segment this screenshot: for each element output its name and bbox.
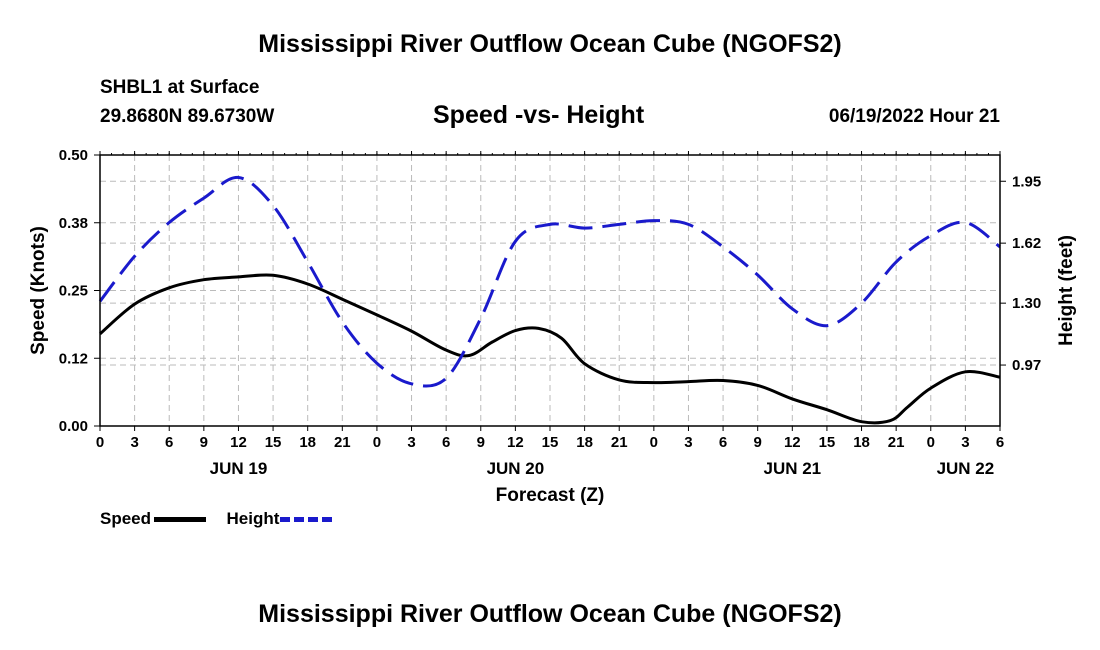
series-line-speed bbox=[99, 273, 1001, 425]
y2-axis-label: Height (feet) bbox=[1056, 235, 1077, 346]
x-tick-label: 12 bbox=[230, 434, 247, 451]
x-tick-label: 3 bbox=[684, 434, 692, 451]
x-tick-label: 3 bbox=[407, 434, 415, 451]
series-layer bbox=[98, 175, 1001, 425]
y-tick-label: 0.25 bbox=[59, 283, 88, 300]
x-tick-label: 21 bbox=[334, 434, 351, 451]
x-tick-label: 0 bbox=[373, 434, 381, 451]
x-tick-label: 12 bbox=[784, 434, 801, 451]
axes: 0 3 6 9 12 15 18 21 0 3 6 9 12 15 18 21 0 3 6 9 12 15 18 21 0 3 6J… bbox=[59, 147, 1041, 478]
x-tick-label: 9 bbox=[200, 434, 208, 451]
x-tick-label: 12 bbox=[507, 434, 524, 451]
chart: 0 3 6 9 12 15 18 21 0 3 6 9 12 15 18 21 0 3 6 9 12 15 18 21 0 3 6J… bbox=[28, 147, 1077, 506]
day-label: JUN 19 bbox=[210, 459, 268, 478]
x-tick-label: 3 bbox=[961, 434, 969, 451]
x-tick-label: 15 bbox=[819, 434, 836, 451]
y-tick-label: 0.12 bbox=[59, 350, 88, 367]
y2-tick-label: 1.30 bbox=[1012, 295, 1041, 312]
day-label: JUN 22 bbox=[937, 459, 995, 478]
page-title-bottom: Mississippi River Outflow Ocean Cube (NG… bbox=[258, 600, 842, 628]
station-label: SHBL1 at Surface bbox=[100, 77, 260, 98]
x-tick-label: 6 bbox=[719, 434, 727, 451]
y-tick-label: 0.50 bbox=[59, 147, 88, 164]
legend: Speed Height bbox=[100, 509, 333, 529]
chart-title: Speed -vs- Height bbox=[433, 101, 645, 129]
x-tick-label: 21 bbox=[888, 434, 905, 451]
y2-tick-label: 1.95 bbox=[1012, 173, 1041, 190]
x-tick-label: 0 bbox=[96, 434, 104, 451]
x-tick-label: 6 bbox=[442, 434, 450, 451]
x-tick-label: 18 bbox=[853, 434, 870, 451]
x-tick-label: 3 bbox=[130, 434, 138, 451]
legend-height-label: Height bbox=[226, 509, 280, 528]
x-tick-label: 0 bbox=[650, 434, 658, 451]
x-tick-label: 15 bbox=[542, 434, 559, 451]
legend-speed-label: Speed bbox=[100, 509, 152, 528]
datetime-label: 06/19/2022 Hour 21 bbox=[828, 106, 1000, 127]
legend-speed-swatch bbox=[154, 517, 207, 523]
x-tick-label: 18 bbox=[576, 434, 593, 451]
x-axis-label: Forecast (Z) bbox=[496, 485, 605, 506]
x-tick-label: 18 bbox=[299, 434, 316, 451]
day-label: JUN 21 bbox=[763, 459, 821, 478]
y2-tick-label: 1.62 bbox=[1012, 235, 1041, 252]
page-title-top: Mississippi River Outflow Ocean Cube (NG… bbox=[258, 30, 842, 58]
x-tick-label: 15 bbox=[265, 434, 282, 451]
series-line-height bbox=[98, 175, 1001, 388]
grid bbox=[100, 155, 1000, 426]
coords-label: 29.8680N 89.6730W bbox=[100, 106, 275, 127]
x-tick-label: 21 bbox=[611, 434, 628, 451]
y2-tick-label: 0.97 bbox=[1012, 357, 1041, 374]
x-tick-label: 6 bbox=[996, 434, 1004, 451]
y-axis-label: Speed (Knots) bbox=[28, 226, 49, 355]
x-tick-label: 9 bbox=[754, 434, 762, 451]
y-tick-label: 0.00 bbox=[59, 418, 88, 435]
x-tick-label: 9 bbox=[477, 434, 485, 451]
day-label: JUN 20 bbox=[487, 459, 545, 478]
legend-height-swatch bbox=[280, 517, 333, 523]
y-tick-label: 0.38 bbox=[59, 215, 88, 232]
x-tick-label: 6 bbox=[165, 434, 173, 451]
x-tick-label: 0 bbox=[927, 434, 935, 451]
